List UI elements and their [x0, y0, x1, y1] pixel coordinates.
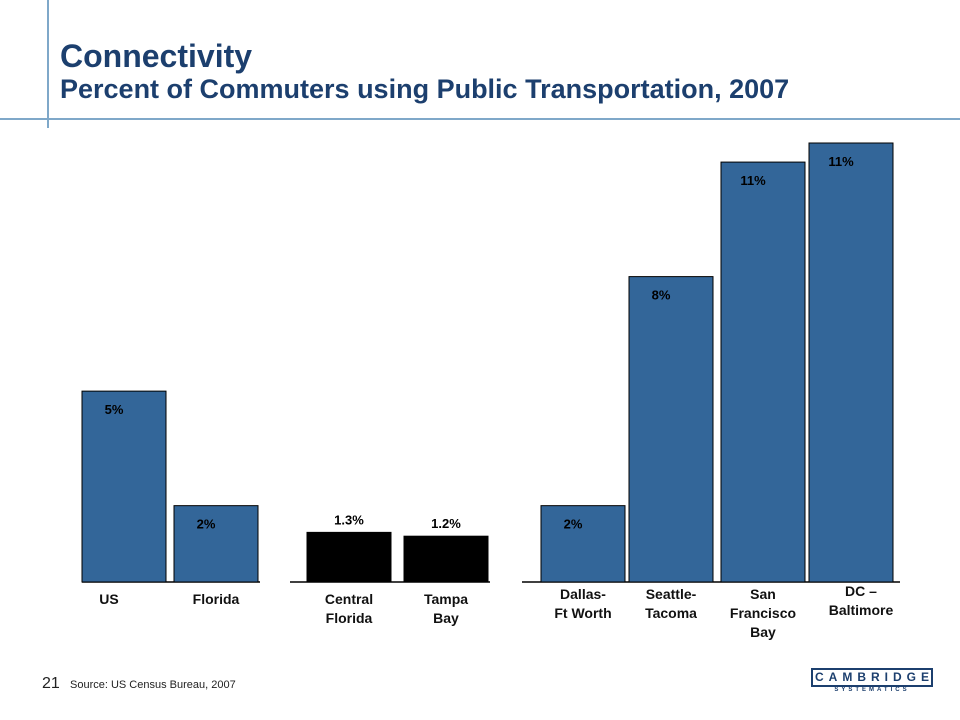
category-label-7: DC – Baltimore — [829, 583, 894, 618]
data-label-7: 11% — [828, 154, 854, 169]
category-label-1: Florida — [193, 591, 240, 607]
logo-subtext: SYSTEMATICS — [834, 687, 910, 693]
page-title: Connectivity — [60, 38, 253, 74]
data-label-1: 2% — [197, 517, 216, 532]
category-label-5: Seattle-Tacoma — [645, 586, 697, 621]
bar-1 — [173, 505, 259, 583]
decorative-horizontal-line — [0, 118, 960, 120]
category-label-4: Dallas-Ft Worth — [554, 586, 611, 621]
bar-0 — [81, 390, 167, 583]
decorative-vertical-line — [47, 0, 49, 128]
logo-box: CAMBRIDGE — [811, 668, 933, 687]
category-label-2: Central Florida — [325, 591, 373, 626]
data-label-0: 5% — [105, 402, 124, 417]
data-label-3: 1.2% — [431, 516, 461, 531]
category-label-3: Tampa Bay — [424, 591, 468, 626]
data-label-4: 2% — [564, 517, 583, 532]
bar-7 — [808, 142, 894, 583]
page-number: 21 — [42, 675, 60, 692]
bar-3 — [403, 535, 489, 583]
category-label-6: San Francisco Bay — [730, 586, 796, 640]
bar-2 — [306, 531, 392, 583]
data-label-6: 11% — [740, 173, 766, 188]
data-label-5: 8% — [652, 288, 671, 303]
logo-text: CAMBRIDGE — [815, 670, 934, 684]
bar-4 — [540, 505, 626, 583]
page-subtitle: Percent of Commuters using Public Transp… — [60, 74, 790, 104]
bar-6 — [720, 161, 806, 583]
source-note: Source: US Census Bureau, 2007 — [70, 679, 236, 691]
data-label-2: 1.3% — [334, 512, 364, 527]
bar-5 — [628, 276, 714, 583]
title-block: Connectivity Percent of Commuters using … — [60, 38, 789, 104]
category-label-0: US — [99, 591, 118, 607]
cambridge-systematics-logo: CAMBRIDGE SYSTEMATICS — [811, 668, 935, 693]
